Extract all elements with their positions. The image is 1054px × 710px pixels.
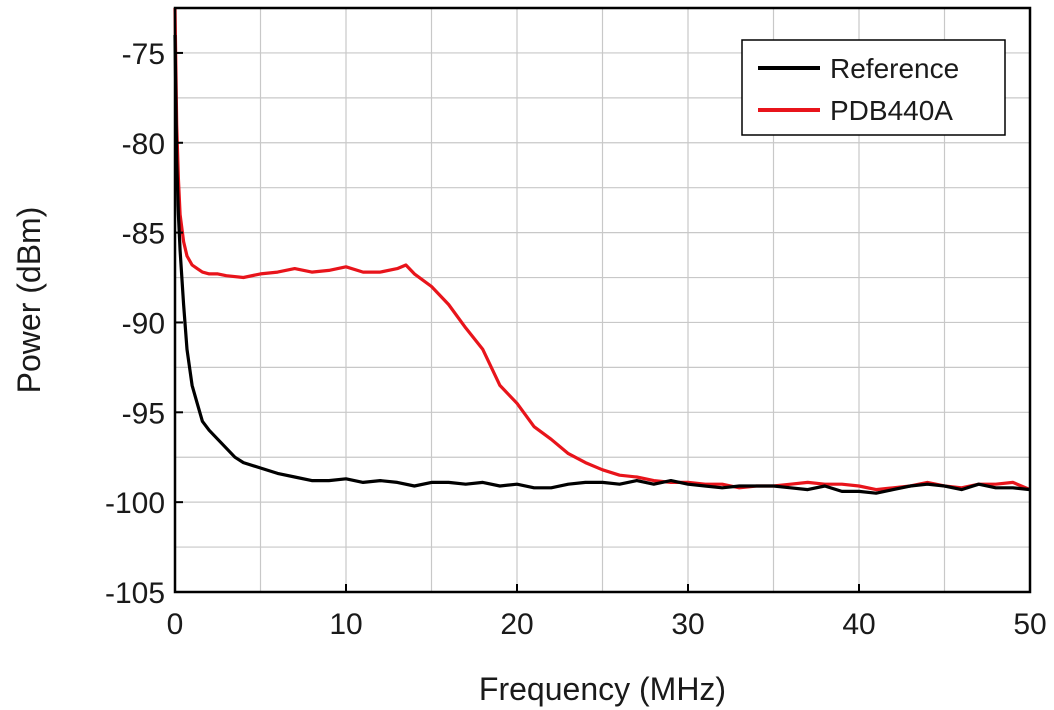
legend-label-reference: Reference xyxy=(830,53,959,84)
y-tick-label: -85 xyxy=(122,218,165,251)
legend-label-pdb440a: PDB440A xyxy=(830,95,953,126)
x-tick-label: 10 xyxy=(329,608,362,641)
series-layer xyxy=(173,7,1031,495)
series-line-reference xyxy=(173,34,1031,495)
x-tick-label: 40 xyxy=(842,608,875,641)
y-tick-label: -105 xyxy=(105,577,165,610)
x-tick-label: 20 xyxy=(500,608,533,641)
y-tick-label: -95 xyxy=(122,397,165,430)
y-tick-label: -75 xyxy=(122,38,165,71)
plot-frame xyxy=(173,6,1032,594)
x-axis-ticks: 0 10 20 30 40 50 xyxy=(167,584,1047,641)
y-tick-label: -90 xyxy=(122,307,165,340)
x-tick-label: 30 xyxy=(671,608,704,641)
y-tick-label: -80 xyxy=(122,128,165,161)
y-axis-title: Power (dBm) xyxy=(11,207,47,394)
y-axis-ticks: -105 -100 -95 -90 -85 -80 -75 xyxy=(105,38,183,610)
x-axis-title: Frequency (MHz) xyxy=(479,671,726,707)
legend: Reference PDB440A xyxy=(741,39,1006,136)
x-tick-label: 50 xyxy=(1013,608,1046,641)
x-tick-label: 0 xyxy=(167,608,184,641)
legend-box xyxy=(741,39,1006,136)
series-line-pdb440a xyxy=(173,7,1031,492)
y-tick-label: -100 xyxy=(105,487,165,520)
grid xyxy=(175,8,1030,592)
